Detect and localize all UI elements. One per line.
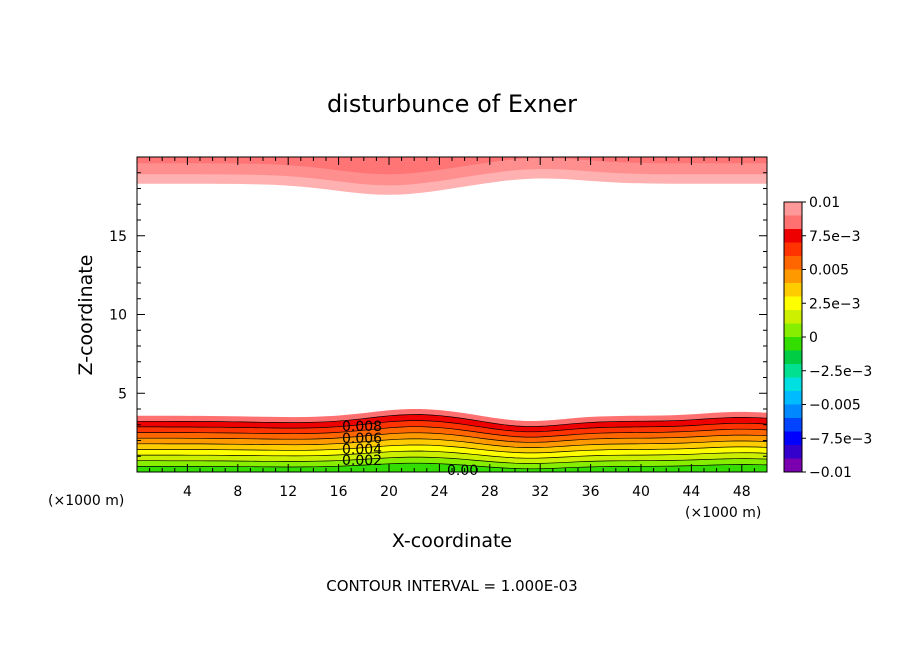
bottom-band-fill [137, 414, 767, 432]
contour-line [137, 420, 767, 433]
contour-label-000: 0.00 [447, 463, 478, 479]
colorbar-swatch [784, 310, 802, 324]
colorbar-label: 0.005 [809, 263, 849, 279]
colorbar-label: 2.5e−3 [809, 296, 861, 312]
colorbar-swatch [784, 337, 802, 351]
contour-label-0006: 0.006 [342, 431, 382, 447]
y-axis: 5 10 15 [109, 172, 767, 457]
x-tick-label: 28 [481, 484, 499, 500]
contour-label-0004: 0.004 [342, 442, 382, 458]
plot-area [137, 157, 767, 472]
colorbar-label: 0.01 [809, 195, 840, 211]
x-tick-label: 4 [183, 484, 192, 500]
chart-title: disturbunce of Exner [327, 90, 577, 118]
colorbar-label: 7.5e−3 [809, 229, 861, 245]
top-band-fill [137, 157, 767, 175]
colorbar-label: −0.01 [809, 465, 852, 481]
x-tick-label: 36 [582, 484, 600, 500]
colorbar-swatch [784, 229, 802, 243]
colorbar-label: −7.5e−3 [809, 431, 872, 447]
contour-lines [137, 414, 767, 470]
colorbar-swatch [784, 364, 802, 378]
colorbar-swatch [784, 256, 802, 270]
x-tick-label: 48 [733, 484, 751, 500]
colorbar-label: −2.5e−3 [809, 364, 872, 380]
contour-line [137, 450, 767, 459]
colorbar-swatch [784, 296, 802, 310]
x-unit-left: (×1000 m) [48, 493, 124, 509]
colorbar-swatch [784, 269, 802, 283]
bottom-band-fill [137, 409, 767, 427]
bottom-band-fill [137, 445, 767, 459]
colorbar-swatch [784, 431, 802, 445]
colorbar-swatch [784, 283, 802, 297]
x-tick-label: 16 [330, 484, 348, 500]
contour-line [137, 438, 767, 448]
contour-fills [137, 157, 767, 472]
colorbar: 0.01 7.5e−3 0.005 2.5e−3 0 −2.5e−3 −0.005 −7.5e… [783, 195, 872, 481]
contour-line [137, 462, 767, 470]
x-tick-label: 12 [279, 484, 297, 500]
x-tick-label: 32 [531, 484, 549, 500]
bottom-band-fill [137, 420, 767, 438]
contour-line [137, 432, 767, 443]
x-tick-label: 24 [430, 484, 448, 500]
contour-interval-footer: CONTOUR INTERVAL = 1.000E-03 [326, 577, 577, 595]
x-axis: 4 8 12 16 20 24 28 32 36 40 44 48 [136, 157, 768, 500]
colorbar-swatch [784, 391, 802, 405]
colorbar-swatch [784, 404, 802, 418]
y-tick-label: 5 [118, 386, 127, 402]
y-axis-label: Z-coordinate [75, 255, 97, 376]
colorbar-swatch [784, 350, 802, 364]
contour-label-0002: 0.002 [342, 453, 382, 469]
x-tick-label: 20 [380, 484, 398, 500]
colorbar-swatch [784, 418, 802, 432]
contour-line [137, 414, 767, 427]
bottom-band-fill [137, 457, 767, 469]
colorbar-swatch [784, 323, 802, 337]
colorbar-swatch [784, 242, 802, 256]
colorbar-swatch [784, 458, 802, 472]
contour-line [137, 456, 767, 464]
y-tick-label: 10 [109, 308, 127, 324]
x-axis-label: X-coordinate [392, 530, 512, 552]
y-tick-label: 15 [109, 229, 127, 245]
contour-label-0008: 0.008 [342, 419, 382, 435]
colorbar-swatch [784, 445, 802, 459]
x-unit-right: (×1000 m) [685, 505, 761, 521]
colorbar-swatch [784, 215, 802, 229]
colorbar-swatch [784, 202, 802, 216]
colorbar-label: −0.005 [809, 398, 861, 414]
colorbar-label: 0 [809, 330, 818, 346]
bottom-band-fill [137, 451, 767, 464]
colorbar-swatch [784, 377, 802, 391]
x-tick-label: 44 [682, 484, 700, 500]
x-tick-label: 8 [233, 484, 242, 500]
contour-line [137, 444, 767, 454]
x-tick-label: 40 [632, 484, 650, 500]
contour-line [137, 426, 767, 438]
bottom-band-fill [137, 463, 767, 472]
